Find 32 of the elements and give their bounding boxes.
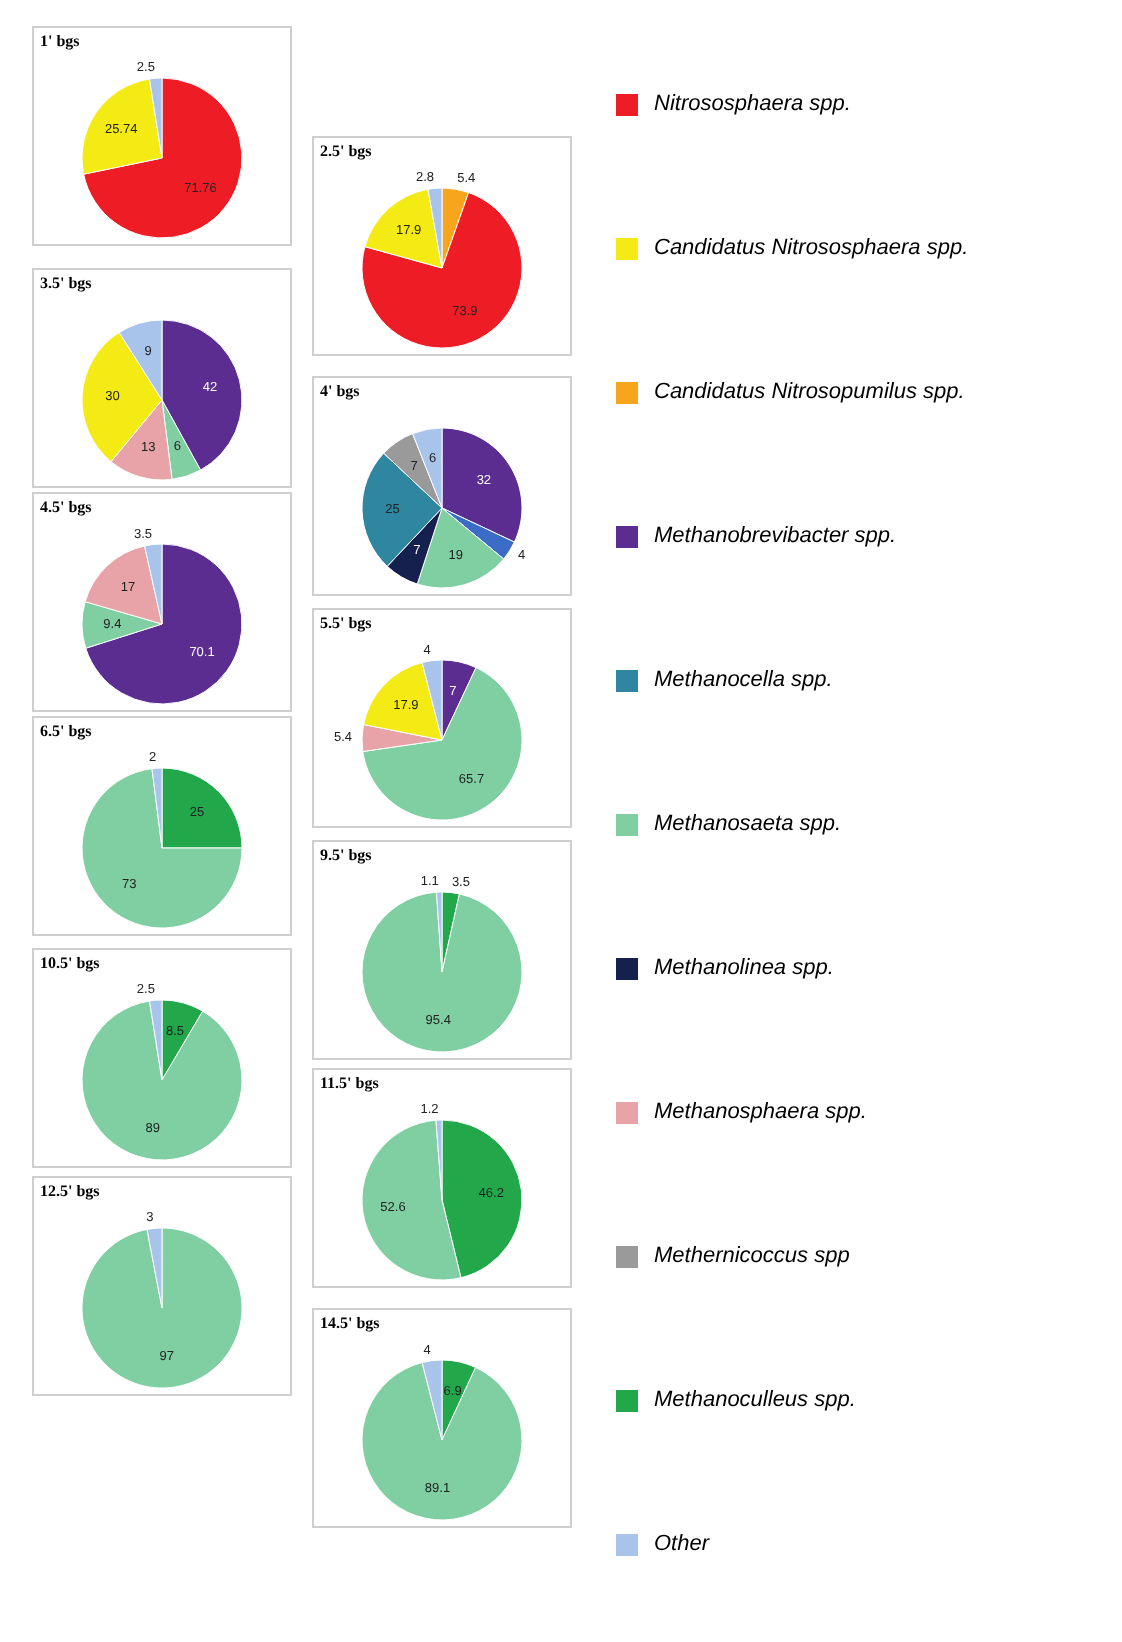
chart-title: 11.5' bgs [320, 1074, 379, 1092]
category-label: Other [654, 1532, 710, 1556]
pie-slice [81, 1000, 243, 1161]
chart-title: 3.5' bgs [40, 274, 92, 292]
chart-title: 9.5' bgs [320, 846, 372, 864]
pie-slice [362, 667, 523, 821]
category-label: Methanosaeta spp. [654, 812, 842, 836]
chart-title: 4.5' bgs [40, 498, 92, 516]
pie-slice [361, 1362, 523, 1521]
chart-title: 4' bgs [320, 382, 360, 400]
chart-title: 6.5' bgs [40, 722, 92, 740]
chart-title: 12.5' bgs [40, 1182, 100, 1200]
category-label: Methanobrevibacter spp. [654, 524, 897, 548]
category-label: Methanolinea spp. [654, 956, 834, 980]
category-label: Methernicoccus spp [654, 1244, 850, 1268]
pie-slice [81, 1227, 243, 1389]
category-label: Candidatus Nitrososphaera spp. [654, 236, 969, 260]
chart-title: 1' bgs [40, 32, 80, 50]
pie-slice [81, 768, 243, 929]
category-label: Methanoculleus spp. [654, 1388, 856, 1412]
category-label: Methanocella spp. [654, 668, 833, 692]
chart-title: 5.5' bgs [320, 614, 372, 632]
category-label: Methanosphaera spp. [654, 1100, 867, 1124]
pie-slice [361, 192, 523, 349]
chart-title: 10.5' bgs [40, 954, 100, 972]
chart-title: 2.5' bgs [320, 142, 372, 160]
chart-title: 14.5' bgs [320, 1314, 380, 1332]
pie-slice [361, 891, 523, 1053]
pie-slice [83, 77, 243, 239]
pie-slice [85, 543, 243, 705]
category-label: Nitrososphaera spp. [654, 92, 851, 116]
category-label: Candidatus Nitrosopumilus spp. [654, 380, 965, 404]
